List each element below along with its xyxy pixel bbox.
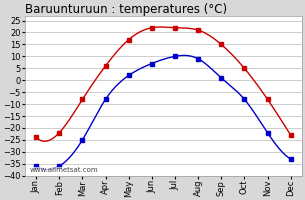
Text: Baruunturuun : temperatures (°C): Baruunturuun : temperatures (°C) bbox=[25, 3, 227, 16]
Text: www.allmetsat.com: www.allmetsat.com bbox=[30, 167, 99, 173]
